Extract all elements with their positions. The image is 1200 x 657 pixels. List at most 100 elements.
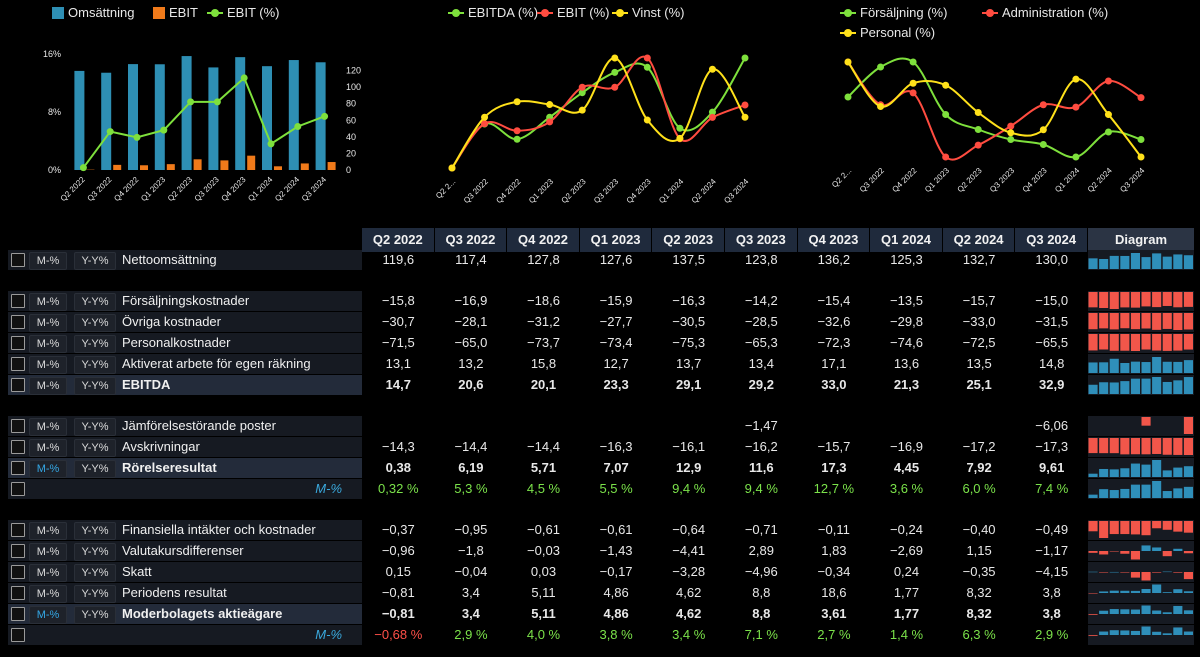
y-y-pct-button[interactable]: Y-Y% (74, 418, 116, 436)
x-tick: Q2 2024 (273, 175, 301, 203)
series-point (1007, 136, 1015, 143)
value-cell: −0,04 (454, 564, 488, 579)
spark-bar (1109, 382, 1119, 394)
y-y-pct-button[interactable]: Y-Y% (74, 314, 116, 332)
y-y-pct-button[interactable]: Y-Y% (74, 252, 116, 270)
column-header[interactable]: Q3 2024 (1015, 228, 1087, 252)
spark-bar (1120, 488, 1130, 498)
row-checkbox[interactable] (11, 294, 25, 308)
y-y-pct-button[interactable]: Y-Y% (74, 564, 116, 582)
m-pct-button[interactable]: M-% (29, 335, 67, 353)
y-y-pct-button[interactable]: Y-Y% (74, 543, 116, 561)
value-cell: −0,37 (381, 522, 415, 537)
y-y-pct-button[interactable]: Y-Y% (74, 335, 116, 353)
y-y-pct-button[interactable]: Y-Y% (74, 293, 116, 311)
diagram-cell (1088, 541, 1194, 561)
column-header[interactable]: Q4 2022 (507, 228, 579, 252)
spark-bar (1183, 377, 1193, 394)
value-cell: 3,61 (821, 606, 847, 621)
row-checkbox[interactable] (11, 357, 25, 371)
bar-ebit (247, 155, 256, 170)
m-pct-button[interactable]: M-% (29, 252, 67, 270)
value-cell: −0,61 (599, 522, 633, 537)
column-header[interactable]: Q2 2024 (942, 228, 1015, 252)
value-cell: −72,3 (817, 335, 851, 350)
row-checkbox[interactable] (11, 336, 25, 350)
row-name: Skatt (122, 564, 152, 579)
m-pct-button[interactable]: M-% (29, 356, 67, 374)
row-label-cell: M-% Y-Y% Finansiella intäkter och kostnade… (8, 520, 362, 540)
spark-bar (1162, 521, 1172, 530)
row-values: 0,38 6,19 5,71 7,07 12,9 11,6 17,3 4,45 7,92 9,61 (362, 458, 1088, 478)
column-header[interactable]: Q3 2023 (725, 228, 797, 252)
row-checkbox[interactable] (11, 565, 25, 579)
spark-bar (1099, 551, 1109, 555)
spark-bar (1141, 521, 1151, 536)
m-pct-button[interactable]: M-% (29, 377, 67, 395)
y-y-pct-button[interactable]: Y-Y% (74, 439, 116, 457)
value-cell: 3,8 (1042, 585, 1061, 600)
value-cell: −15,4 (817, 293, 851, 308)
sparkline (1088, 626, 1193, 636)
row-checkbox[interactable] (11, 253, 25, 267)
row-checkbox[interactable] (11, 482, 25, 496)
m-pct-button[interactable]: M-% (29, 585, 67, 603)
row-checkbox[interactable] (11, 628, 25, 642)
column-header[interactable]: Q4 2023 (797, 228, 870, 252)
spark-bar (1162, 592, 1172, 593)
charts-area: Omsättning EBIT EBIT (%) EBITDA (%) EBIT (%)… (0, 0, 1200, 225)
m-pct-button[interactable]: M-% (29, 314, 67, 332)
spark-bar (1152, 377, 1162, 394)
m-pct-button[interactable]: M-% (29, 564, 67, 582)
column-header[interactable]: Q1 2023 (579, 228, 652, 252)
spark-bar (1162, 381, 1172, 394)
m-pct-button[interactable]: M-% (29, 543, 67, 561)
m-pct-button[interactable]: M-% (29, 418, 67, 436)
row-checkbox[interactable] (11, 607, 25, 621)
y-y-pct-button[interactable]: Y-Y% (74, 585, 116, 603)
m-pct-button[interactable]: M-% (29, 606, 67, 624)
spark-bar (1173, 627, 1183, 635)
legend-ebitda-pct-label: EBITDA (%) (468, 5, 538, 20)
sparkline (1088, 545, 1193, 560)
y-y-pct-button[interactable]: Y-Y% (74, 377, 116, 395)
m-pct-button[interactable]: M-% (29, 293, 67, 311)
series-point (877, 63, 885, 71)
spark-bar (1099, 468, 1109, 477)
y-y-pct-button[interactable]: Y-Y% (74, 460, 116, 478)
column-header[interactable]: Q1 2024 (870, 228, 942, 252)
m-pct-button[interactable]: M-% (29, 439, 67, 457)
y-y-pct-button[interactable]: Y-Y% (74, 522, 116, 540)
value-cell: −0,40 (962, 522, 996, 537)
column-header[interactable]: Q2 2023 (652, 228, 724, 252)
value-cell: −0,35 (962, 564, 996, 579)
row-checkbox[interactable] (11, 378, 25, 392)
column-header[interactable]: Q3 2022 (434, 228, 507, 252)
legend-vinst-pct: Vinst (%) (612, 5, 685, 20)
diagram-cell (1088, 562, 1194, 582)
row-checkbox[interactable] (11, 315, 25, 329)
row-checkbox[interactable] (11, 419, 25, 433)
row-checkbox[interactable] (11, 544, 25, 558)
value-cell: −29,8 (890, 314, 923, 329)
row-checkbox[interactable] (11, 523, 25, 537)
value-cell: 0,15 (385, 564, 411, 579)
spark-bar (1109, 609, 1119, 614)
value-cell: 9,61 (1039, 460, 1065, 475)
row-checkbox[interactable] (11, 461, 25, 475)
m-pct-button[interactable]: M-% (29, 522, 67, 540)
value-cell: 9,4 % (672, 481, 706, 496)
series-point (448, 164, 456, 172)
row-checkbox[interactable] (11, 440, 25, 454)
legend-forsaljning-pct: Försäljning (%) (840, 5, 947, 20)
m-pct-button[interactable]: M-% (29, 460, 67, 478)
column-header[interactable]: Q2 2022 (362, 228, 434, 252)
spark-bar (1152, 584, 1162, 593)
y-y-pct-button[interactable]: Y-Y% (74, 606, 116, 624)
value-cell: 1,77 (893, 606, 920, 621)
spark-bar (1088, 258, 1098, 269)
point-ebit-pct (294, 123, 302, 130)
row-checkbox[interactable] (11, 586, 25, 600)
y-y-pct-button[interactable]: Y-Y% (74, 356, 116, 374)
series-point (741, 54, 749, 62)
